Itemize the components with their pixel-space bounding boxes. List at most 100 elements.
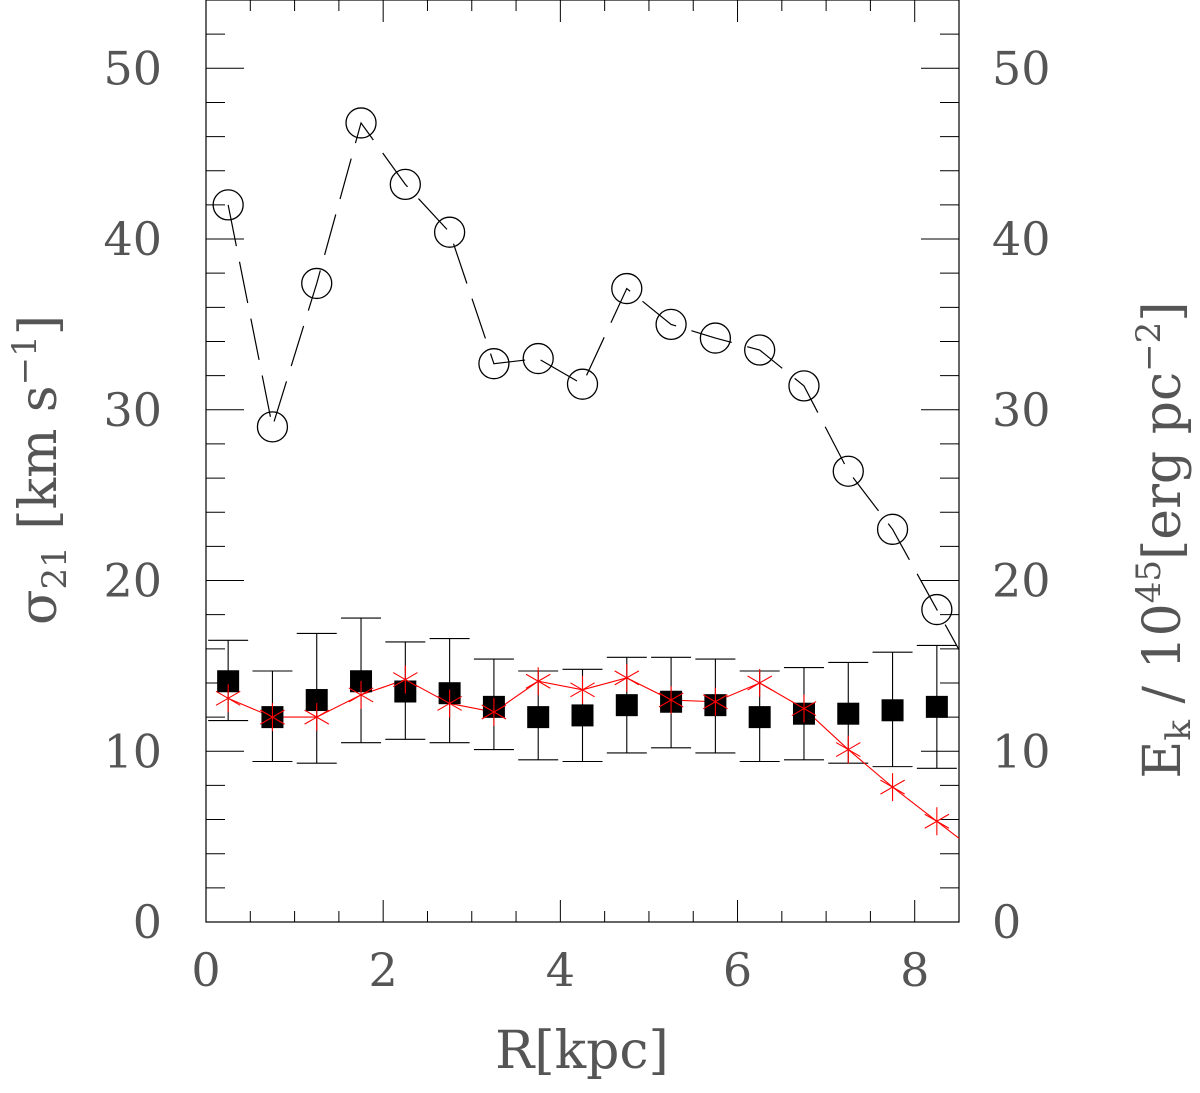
star-stroke (260, 709, 285, 725)
star-stroke (570, 682, 595, 698)
circle-marker (832, 455, 864, 487)
y-tick-label-right: 0 (992, 895, 1021, 949)
circle-marker (788, 370, 820, 402)
y-right-close: ] (1133, 301, 1193, 321)
circle-marker (921, 593, 953, 626)
y-left-unit: [km s (9, 385, 69, 546)
star-stroke (215, 690, 241, 706)
y-tick-label-left: 40 (103, 212, 162, 266)
square-marker (305, 689, 328, 712)
y-right-div: / 10 (1133, 603, 1193, 720)
y-left-sigma: σ (9, 590, 69, 626)
y-tick-label-left: 10 (103, 724, 162, 778)
star-stroke (791, 701, 817, 717)
star-marker (924, 807, 950, 836)
square-marker (571, 704, 594, 727)
circle-marker (566, 368, 599, 400)
circle-marker (478, 348, 510, 380)
star-series-line (227, 677, 960, 839)
x-tick-label: 6 (723, 943, 752, 997)
star-stroke (392, 672, 418, 688)
star-stroke (702, 694, 728, 710)
star-marker (747, 668, 773, 697)
square-marker (748, 706, 771, 729)
y-tick-label-left: 20 (103, 554, 162, 608)
star-marker (614, 663, 640, 692)
star-stroke (924, 813, 950, 829)
y-axis-title-left: σ21 [km s−1] (5, 315, 75, 625)
square-marker (527, 706, 550, 729)
y-right-unit: [erg pc (1133, 372, 1193, 560)
circle-marker (744, 334, 776, 366)
star-marker (880, 773, 905, 802)
circle-marker (611, 272, 643, 305)
star-stroke (880, 779, 905, 795)
star-marker (260, 703, 285, 732)
square-marker (217, 670, 240, 693)
circle-marker (655, 308, 687, 341)
y-tick-label-left: 30 (103, 383, 162, 437)
circle-marker (301, 267, 333, 300)
y-tick-label-right: 30 (992, 383, 1051, 437)
star-marker (392, 665, 418, 694)
y-tick-label-right: 50 (992, 41, 1051, 95)
x-axis-title: R[kpc] (495, 1021, 669, 1081)
square-marker (615, 694, 638, 717)
star-stroke (747, 675, 773, 691)
x-tick-label: 8 (900, 943, 929, 997)
star-stroke (614, 670, 640, 686)
star-stroke (348, 687, 374, 703)
circle-marker (699, 322, 732, 354)
series-layer (208, 107, 960, 839)
y-tick-label-left: 0 (133, 895, 162, 949)
star-stroke (658, 692, 684, 708)
plot-frame (205, 0, 960, 923)
y-right-e: E (1133, 741, 1193, 779)
y-tick-label-right: 20 (992, 554, 1051, 608)
y-tick-label-left: 50 (103, 41, 162, 95)
y-left-sup: −1 (5, 335, 45, 385)
star-stroke (525, 673, 551, 689)
star-marker (658, 686, 684, 715)
circle-marker (256, 411, 289, 443)
circle-marker (345, 107, 377, 139)
y-right-sup: −2 (1129, 322, 1169, 372)
y-right-sub: k (1159, 720, 1199, 741)
square-marker (925, 695, 948, 718)
y-left-sub: 21 (35, 546, 75, 589)
x-tick-label: 4 (546, 943, 575, 997)
circle-marker (433, 216, 466, 248)
y-tick-label-right: 40 (992, 212, 1051, 266)
circle-marker (876, 513, 909, 545)
square-marker (837, 702, 860, 725)
star-marker (791, 694, 817, 723)
star-stroke (304, 709, 330, 725)
x-tick-label: 0 (191, 943, 220, 997)
y-left-close: ] (9, 315, 69, 335)
square-marker (881, 699, 904, 722)
circle-marker (389, 168, 421, 201)
y-axis-title-right: Ek / 1045[erg pc−2] (1129, 301, 1199, 778)
circle-marker (212, 189, 244, 221)
star-stroke (835, 742, 861, 758)
circle-marker (522, 342, 554, 375)
star-stroke (437, 695, 463, 711)
star-marker (702, 687, 728, 716)
star-marker (481, 697, 507, 726)
star-stroke (481, 704, 507, 720)
x-tick-label: 2 (369, 943, 398, 997)
circle-series-line (227, 121, 960, 650)
star-marker (437, 689, 463, 718)
star-marker (835, 735, 861, 764)
y-right-exp: 45 (1129, 560, 1169, 603)
star-marker (304, 703, 330, 732)
star-marker (348, 680, 374, 709)
star-marker (525, 667, 551, 696)
star-marker (570, 675, 595, 704)
star-marker (215, 684, 241, 713)
tick-marks (206, 0, 959, 922)
y-tick-label-right: 10 (992, 724, 1051, 778)
